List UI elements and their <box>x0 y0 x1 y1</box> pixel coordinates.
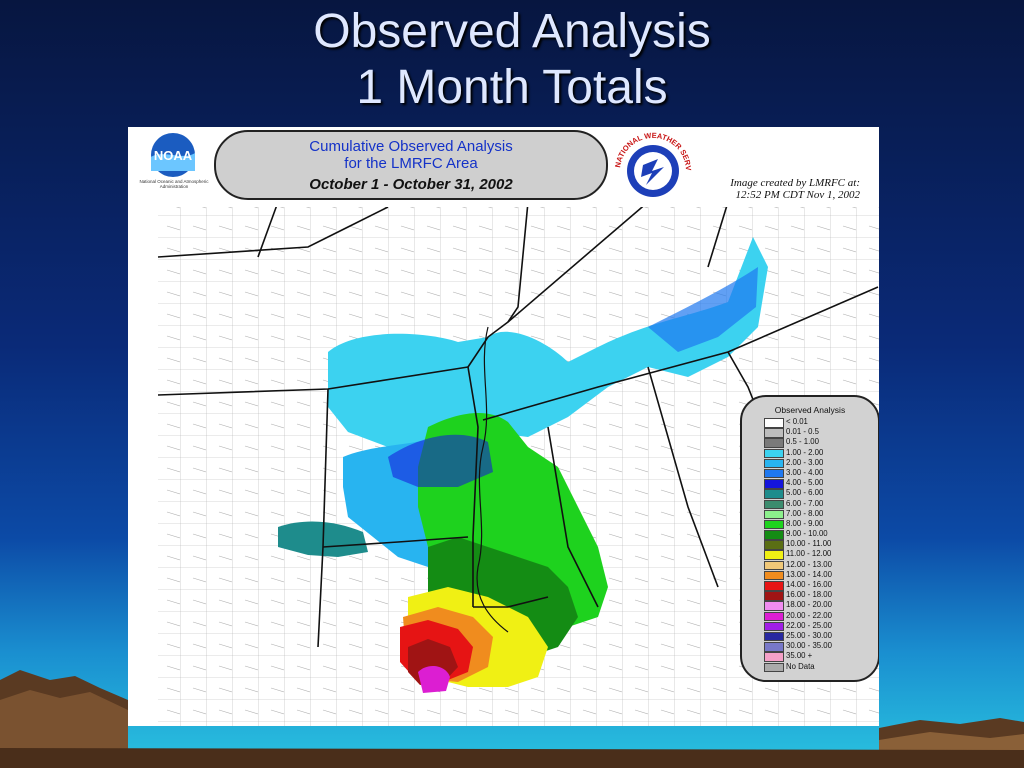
nws-logo-icon: NATIONAL WEATHER SERVICE <box>608 127 693 197</box>
legend-label: 13.00 - 14.00 <box>786 569 832 579</box>
legend-label: 0.5 - 1.00 <box>786 437 819 447</box>
legend-swatch <box>764 509 784 520</box>
map-date-range: October 1 - October 31, 2002 <box>309 176 513 193</box>
legend-swatch <box>764 570 784 581</box>
legend-item: 20.00 - 22.00 <box>764 610 878 622</box>
legend-swatch <box>764 519 784 530</box>
legend-item: 6.00 - 7.00 <box>764 499 878 509</box>
legend-swatch <box>764 631 784 642</box>
slide-title-line1: Observed Analysis <box>313 5 711 58</box>
legend-item: No Data <box>764 662 878 672</box>
legend-label: 18.00 - 20.00 <box>786 600 832 610</box>
legend-label: 30.00 - 35.00 <box>786 641 832 651</box>
legend-rows: < 0.01 0.01 - 0.5 0.5 - 1.00 1.00 - 2.00 2.0… <box>742 417 878 672</box>
legend-label: 7.00 - 8.00 <box>786 508 824 518</box>
legend-label: 12.00 - 13.00 <box>786 559 832 569</box>
legend-swatch <box>764 560 784 571</box>
legend-item: 1.00 - 2.00 <box>764 447 878 459</box>
legend-swatch <box>764 428 784 438</box>
legend-swatch <box>764 642 784 652</box>
legend-swatch <box>764 489 784 499</box>
legend-item: 9.00 - 10.00 <box>764 529 878 540</box>
legend-item: 4.00 - 5.00 <box>764 478 878 489</box>
legend-item: 11.00 - 12.00 <box>764 549 878 560</box>
legend-item: 10.00 - 11.00 <box>764 539 878 550</box>
legend-swatch <box>764 479 784 489</box>
map-title-line2: for the LMRFC Area <box>344 155 478 172</box>
legend-swatch <box>764 621 784 632</box>
legend-item: 0.5 - 1.00 <box>764 437 878 448</box>
legend-label: 5.00 - 6.00 <box>786 488 824 498</box>
legend-label: 4.00 - 5.00 <box>786 478 824 488</box>
legend-swatch <box>764 468 784 479</box>
legend-item: 3.00 - 4.00 <box>764 467 878 479</box>
legend-swatch <box>764 601 784 611</box>
legend-label: 16.00 - 18.00 <box>786 590 832 600</box>
legend-label: 25.00 - 30.00 <box>786 630 832 640</box>
legend: Observed Analysis < 0.01 0.01 - 0.5 0.5 - … <box>740 395 879 682</box>
legend-item: 8.00 - 9.00 <box>764 518 878 530</box>
legend-label: 35.00 + <box>786 651 813 661</box>
legend-item: 25.00 - 30.00 <box>764 630 878 642</box>
legend-swatch <box>764 581 784 591</box>
legend-label: 8.00 - 9.00 <box>786 518 824 528</box>
legend-item: 12.00 - 13.00 <box>764 559 878 571</box>
legend-label: 11.00 - 12.00 <box>786 549 832 559</box>
legend-title: Observed Analysis <box>774 405 846 415</box>
slide-title-line2: 1 Month Totals <box>356 61 668 114</box>
map-title-box: Cumulative Observed Analysis for the LMR… <box>214 130 608 200</box>
slide-title: Observed Analysis 1 Month Totals <box>0 4 1024 116</box>
legend-swatch <box>764 652 784 662</box>
legend-label: 6.00 - 7.00 <box>786 498 824 508</box>
map-header: NOAA National Oceanic and Atmospheric Ad… <box>128 127 879 207</box>
svg-text:NOAA: NOAA <box>154 148 193 163</box>
legend-item: 14.00 - 16.00 <box>764 580 878 591</box>
legend-item: 0.01 - 0.5 <box>764 427 878 438</box>
noaa-logo-subtext: National Oceanic and Atmospheric Adminis… <box>139 179 209 189</box>
legend-item: < 0.01 <box>764 417 878 428</box>
legend-swatch <box>764 438 784 448</box>
legend-item: 13.00 - 14.00 <box>764 569 878 581</box>
legend-swatch <box>764 591 784 601</box>
mountain-landscape <box>0 670 1024 768</box>
legend-label: 10.00 - 11.00 <box>786 539 832 549</box>
legend-swatch <box>764 530 784 540</box>
legend-item: 35.00 + <box>764 651 878 662</box>
legend-item: 16.00 - 18.00 <box>764 590 878 601</box>
legend-swatch <box>764 448 784 459</box>
legend-item: 30.00 - 35.00 <box>764 641 878 652</box>
legend-swatch <box>764 418 784 428</box>
legend-swatch <box>764 662 784 672</box>
credit-line1: Image created by LMRFC at: <box>730 177 860 189</box>
legend-item: 22.00 - 25.00 <box>764 620 878 632</box>
rainfall-map-panel: NOAA National Oceanic and Atmospheric Ad… <box>128 127 879 726</box>
legend-label: 2.00 - 3.00 <box>786 457 824 467</box>
noaa-logo-icon: NOAA <box>151 133 195 177</box>
legend-item: 7.00 - 8.00 <box>764 508 878 520</box>
legend-swatch <box>764 540 784 550</box>
legend-label: 0.01 - 0.5 <box>786 427 819 437</box>
image-credit: Image created by LMRFC at: 12:52 PM CDT … <box>690 177 860 201</box>
legend-label: 14.00 - 16.00 <box>786 580 832 589</box>
legend-item: 2.00 - 3.00 <box>764 457 878 469</box>
legend-label: 3.00 - 4.00 <box>786 467 824 477</box>
legend-swatch <box>764 458 784 469</box>
legend-label: < 0.01 <box>786 417 808 426</box>
legend-swatch <box>764 611 784 622</box>
map-title-line1: Cumulative Observed Analysis <box>309 138 513 155</box>
legend-swatch <box>764 550 784 560</box>
legend-label: 1.00 - 2.00 <box>786 447 824 457</box>
legend-label: No Data <box>786 661 815 671</box>
legend-item: 5.00 - 6.00 <box>764 488 878 499</box>
legend-label: 9.00 - 10.00 <box>786 529 828 539</box>
legend-label: 22.00 - 25.00 <box>786 620 832 630</box>
credit-line2: 12:52 PM CDT Nov 1, 2002 <box>735 189 860 201</box>
legend-swatch <box>764 499 784 509</box>
legend-label: 20.00 - 22.00 <box>786 610 832 620</box>
legend-item: 18.00 - 20.00 <box>764 600 878 611</box>
